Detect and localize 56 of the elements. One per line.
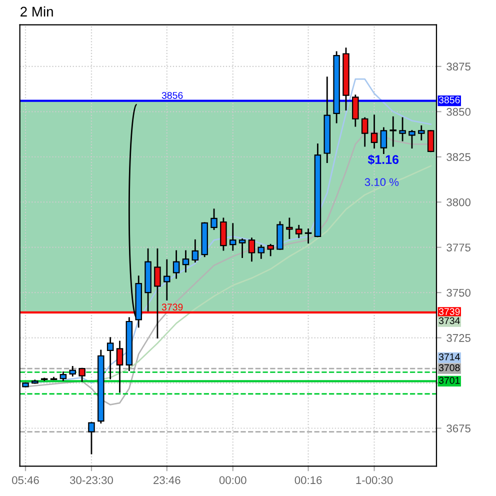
y-tick-label: 3850 (446, 108, 470, 116)
y-tick-label: 3775 (446, 244, 470, 252)
text: 3856 (438, 96, 460, 104)
ref-line-label: 3708 (438, 364, 460, 372)
candlestick (352, 94, 359, 127)
x-tick-label: 05:46 (12, 476, 39, 484)
candlestick (380, 127, 388, 154)
candlestick (220, 218, 227, 251)
candlestick (88, 422, 95, 454)
candlestick (408, 130, 416, 149)
candlestick (399, 117, 406, 142)
annotation: 3.10 % (364, 178, 399, 186)
chart-title: 2 Min (20, 6, 53, 16)
candlestick (370, 114, 378, 149)
candlestick (192, 239, 199, 262)
y-tick-label: 3800 (446, 198, 470, 206)
candlestick (69, 366, 76, 376)
candlestick (304, 228, 312, 244)
candlestick (267, 244, 274, 256)
candlestick (50, 376, 58, 380)
y-tick-label: 3750 (446, 288, 470, 297)
candlestick (295, 224, 302, 238)
candlestick (229, 223, 236, 251)
candlestick (286, 218, 293, 239)
y-tick-label: 3875 (446, 62, 470, 71)
ref-line-label: 3701 (438, 376, 460, 384)
y-tick-label: 3725 (446, 334, 470, 342)
candlestick (248, 238, 256, 262)
ref-line-label: 3739 (162, 304, 183, 311)
candlestick (164, 259, 170, 300)
candlestick (116, 340, 124, 393)
x-tick-label: 00:00 (219, 476, 246, 484)
text: 3739 (438, 308, 460, 316)
candlestick (40, 378, 48, 381)
x-tick-label: 1-00:30 (356, 476, 393, 484)
annotation: 3714 (438, 353, 460, 360)
y-tick-label: 3825 (446, 153, 470, 162)
candlestick (78, 368, 86, 382)
candlestick (418, 125, 425, 140)
candlestick (172, 250, 180, 279)
candlestick (427, 130, 434, 152)
candlestick (238, 238, 246, 258)
candlestick (258, 244, 265, 259)
annotation: 3734 (438, 317, 460, 324)
candlestick (390, 116, 396, 147)
x-tick-label: 23:46 (154, 476, 180, 484)
x-tick-label: 30-23:30 (70, 476, 113, 484)
candlestick (361, 117, 368, 147)
ref-line-label: 3856 (162, 92, 183, 99)
x-tick-label: 00:16 (294, 476, 322, 484)
candlestick (106, 337, 114, 380)
candlestick (154, 248, 161, 338)
candlestick (182, 250, 190, 272)
candlestick (210, 208, 218, 230)
annotation: $1.16 (368, 154, 399, 165)
y-tick-label: 3675 (446, 424, 470, 432)
